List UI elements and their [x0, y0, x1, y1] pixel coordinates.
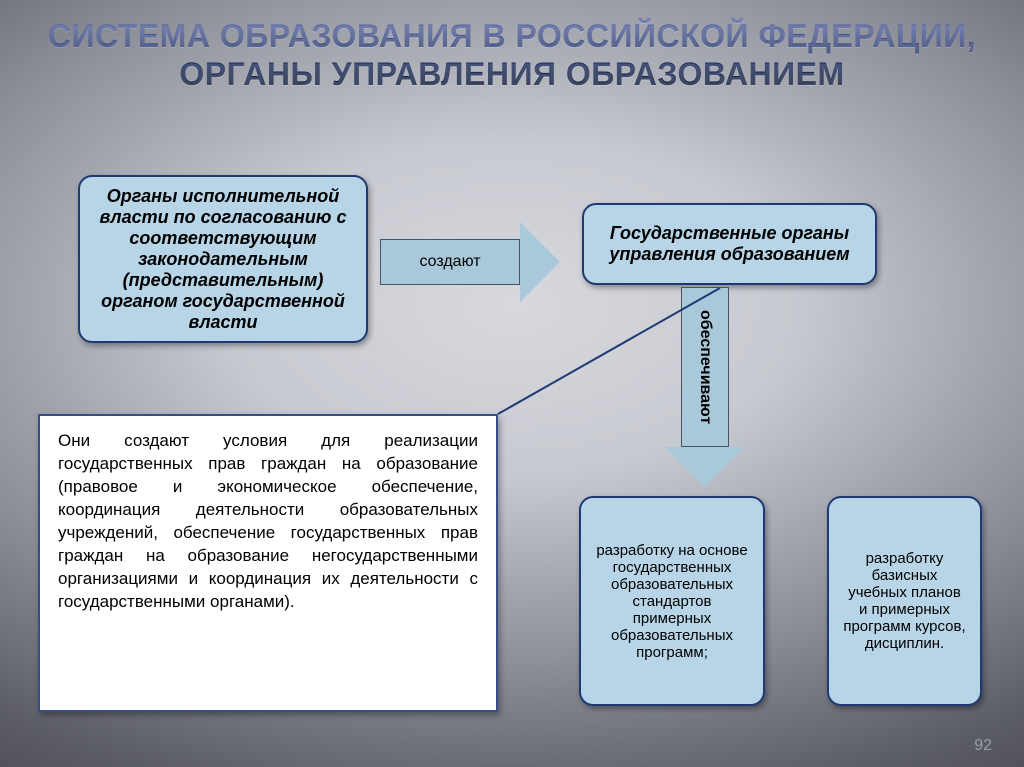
arrow-create-head [520, 222, 560, 302]
page-number: 92 [974, 737, 992, 755]
box-executive-authorities: Органы исполнительной власти по согласов… [78, 175, 368, 343]
slide-title: СИСТЕМА ОБРАЗОВАНИЯ В РОССИЙСКОЙ ФЕДЕРАЦ… [0, 18, 1024, 94]
box-outcome-left-text: разработку на основе государственных обр… [595, 542, 749, 661]
box-outcome-right-text: разработку базисных учебных планов и при… [843, 550, 966, 652]
arrow-ensure-shaft: обеспечивают [681, 287, 729, 447]
box-executive-text: Органы исполнительной власти по согласов… [94, 186, 352, 333]
box-outcome-standards: разработку на основе государственных обр… [579, 496, 765, 706]
arrow-create: создают [380, 222, 560, 302]
arrow-ensure: обеспечивают [665, 287, 745, 487]
arrow-ensure-label: обеспечивают [696, 310, 714, 424]
box-state-education-bodies: Государственные органы управления образо… [582, 203, 877, 285]
description-box: Они создают условия для реализации госуд… [38, 414, 498, 712]
description-text: Они создают условия для реализации госуд… [58, 431, 478, 611]
arrow-create-shaft: создают [380, 239, 520, 285]
box-outcome-curricula: разработку базисных учебных планов и при… [827, 496, 982, 706]
arrow-ensure-head [665, 447, 745, 487]
arrow-create-label: создают [419, 253, 480, 271]
slide-root: СИСТЕМА ОБРАЗОВАНИЯ В РОССИЙСКОЙ ФЕДЕРАЦ… [0, 0, 1024, 767]
box-state-edu-text: Государственные органы управления образо… [598, 223, 861, 265]
